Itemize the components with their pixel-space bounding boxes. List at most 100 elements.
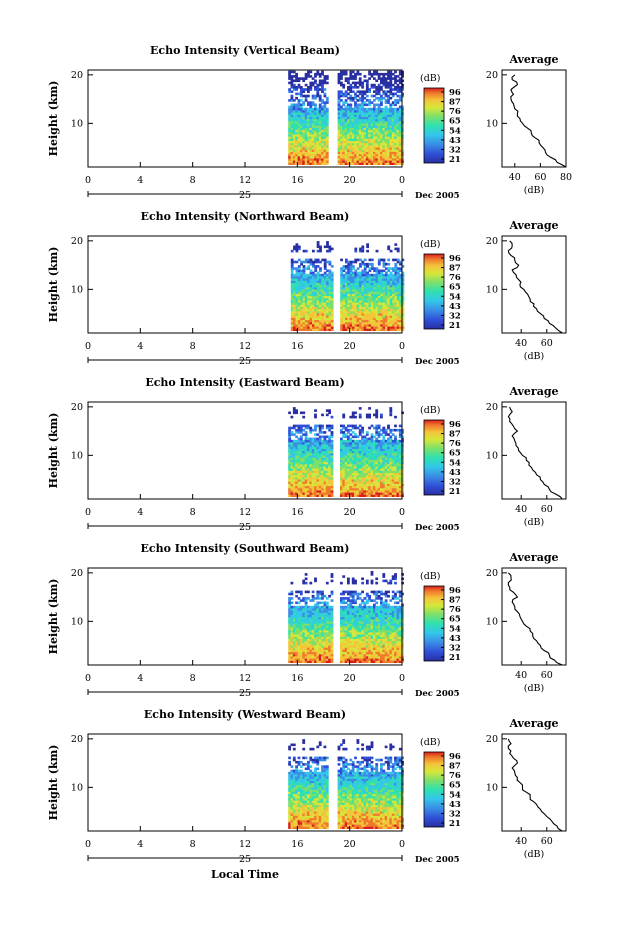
heatmap-cell [359,429,362,432]
heatmap-cell [368,88,371,91]
heatmap-cell [389,407,392,410]
panel-title: Echo Intensity (Eastward Beam) [145,376,344,389]
heatmap-cell [302,597,305,600]
heatmap-cell [397,248,400,251]
heatmap-cell [354,440,357,443]
x-tick-label: 0 [85,507,91,518]
average-profile-line [508,407,562,499]
heatmap-cell [369,259,372,262]
heatmap-cell [394,243,397,246]
heatmap-cell [354,93,357,96]
heatmap-cell [307,591,310,594]
avg-x-axis-title: (dB) [524,185,544,196]
heatmap-cell [375,104,378,107]
heatmap-cell [380,429,383,432]
heatmap-cell [312,77,315,80]
y-tick-label: 20 [71,236,83,247]
heatmap-cell [305,578,308,581]
colorbar [424,420,444,495]
heatmap-cell [397,84,400,87]
avg-y-tick-label: 10 [486,450,498,461]
heatmap-cell [331,425,334,428]
heatmap-cell [305,267,308,270]
heatmap-cell [361,270,364,273]
colorbar-tick-label: 96 [449,88,461,98]
heatmap-cell [366,431,369,434]
heatmap-cell [385,440,388,443]
x-tick-label: 12 [239,507,251,518]
heatmap-cell [380,86,383,89]
heatmap-cell [389,104,392,107]
heatmap-cell [364,80,367,83]
heatmap-cell [373,267,376,270]
heatmap-cell [296,267,299,270]
heatmap-cell [397,99,400,102]
heatmap-cells [288,571,404,663]
heatmap-cell [394,263,397,266]
heatmap-cell [366,95,369,98]
heatmap-cell [349,95,352,98]
heatmap-cell [390,272,393,275]
heatmap-cell [295,86,298,89]
heatmap-cell [385,73,388,76]
heatmap-cell [324,101,327,104]
heatmap-cell [342,431,345,434]
heatmap-cell [364,263,367,266]
heatmap-cell [380,77,383,80]
heatmap-cell [305,274,308,277]
colorbar-tick-label: 21 [449,487,461,497]
heatmap-cell [366,250,369,253]
heatmap-cell [302,101,305,104]
heatmap-cell [291,75,294,78]
heatmap-cell [291,104,294,107]
colorbar-tick-label: 65 [449,117,461,127]
heatmap-cell [326,82,329,85]
colorbar-tick-label: 32 [449,145,461,155]
heatmap-cell [291,90,294,93]
heatmap-cell [295,425,298,428]
heatmap-cell [342,108,345,111]
heatmap-cell [394,416,397,419]
heatmap-cell [300,599,303,602]
heatmap-cell [321,436,324,439]
x-tick-label: 4 [137,175,143,186]
heatmap-cell [359,73,362,76]
heatmap-cell [380,440,383,443]
heatmap-cell [309,582,312,585]
heatmap-cell [394,259,397,262]
colorbar-unit: (dB) [420,73,440,84]
heatmap-cell [380,73,383,76]
y-tick-label: 10 [71,284,83,295]
heatmap-cell [331,440,334,443]
colorbar [424,254,444,329]
heatmap-cell [361,427,364,430]
heatmap-cell [385,429,388,432]
heatmap-cell [302,95,305,98]
colorbar-tick-label: 21 [449,155,461,165]
heatmap-cell [317,250,320,253]
heatmap-cell [291,597,294,600]
heatmap-cell [376,250,379,253]
heatmap-cell [359,414,362,417]
heatmap-cell [387,246,390,249]
heatmap-cell [375,425,378,428]
heatmap-cell [390,267,393,270]
heatmap-cell [375,97,378,100]
heatmap-cell [307,597,310,600]
heatmap-cell [347,429,350,432]
heatmap-cell [399,261,402,264]
heatmap-cell [300,436,303,439]
colorbar-tick-label: 21 [449,321,461,331]
heatmap-cell [307,425,310,428]
x-tick-label: 12 [239,341,251,352]
heatmap-cell [342,93,345,96]
heatmap-cell [371,433,374,436]
heatmap-cell [394,248,397,251]
heatmap-cell [357,259,360,262]
heatmap-cell [354,82,357,85]
heatmap-cell [300,99,303,102]
heatmap-cell [321,259,324,262]
colorbar-unit: (dB) [420,239,440,250]
heatmap-cell [295,595,298,598]
heatmap-cell [371,108,374,111]
